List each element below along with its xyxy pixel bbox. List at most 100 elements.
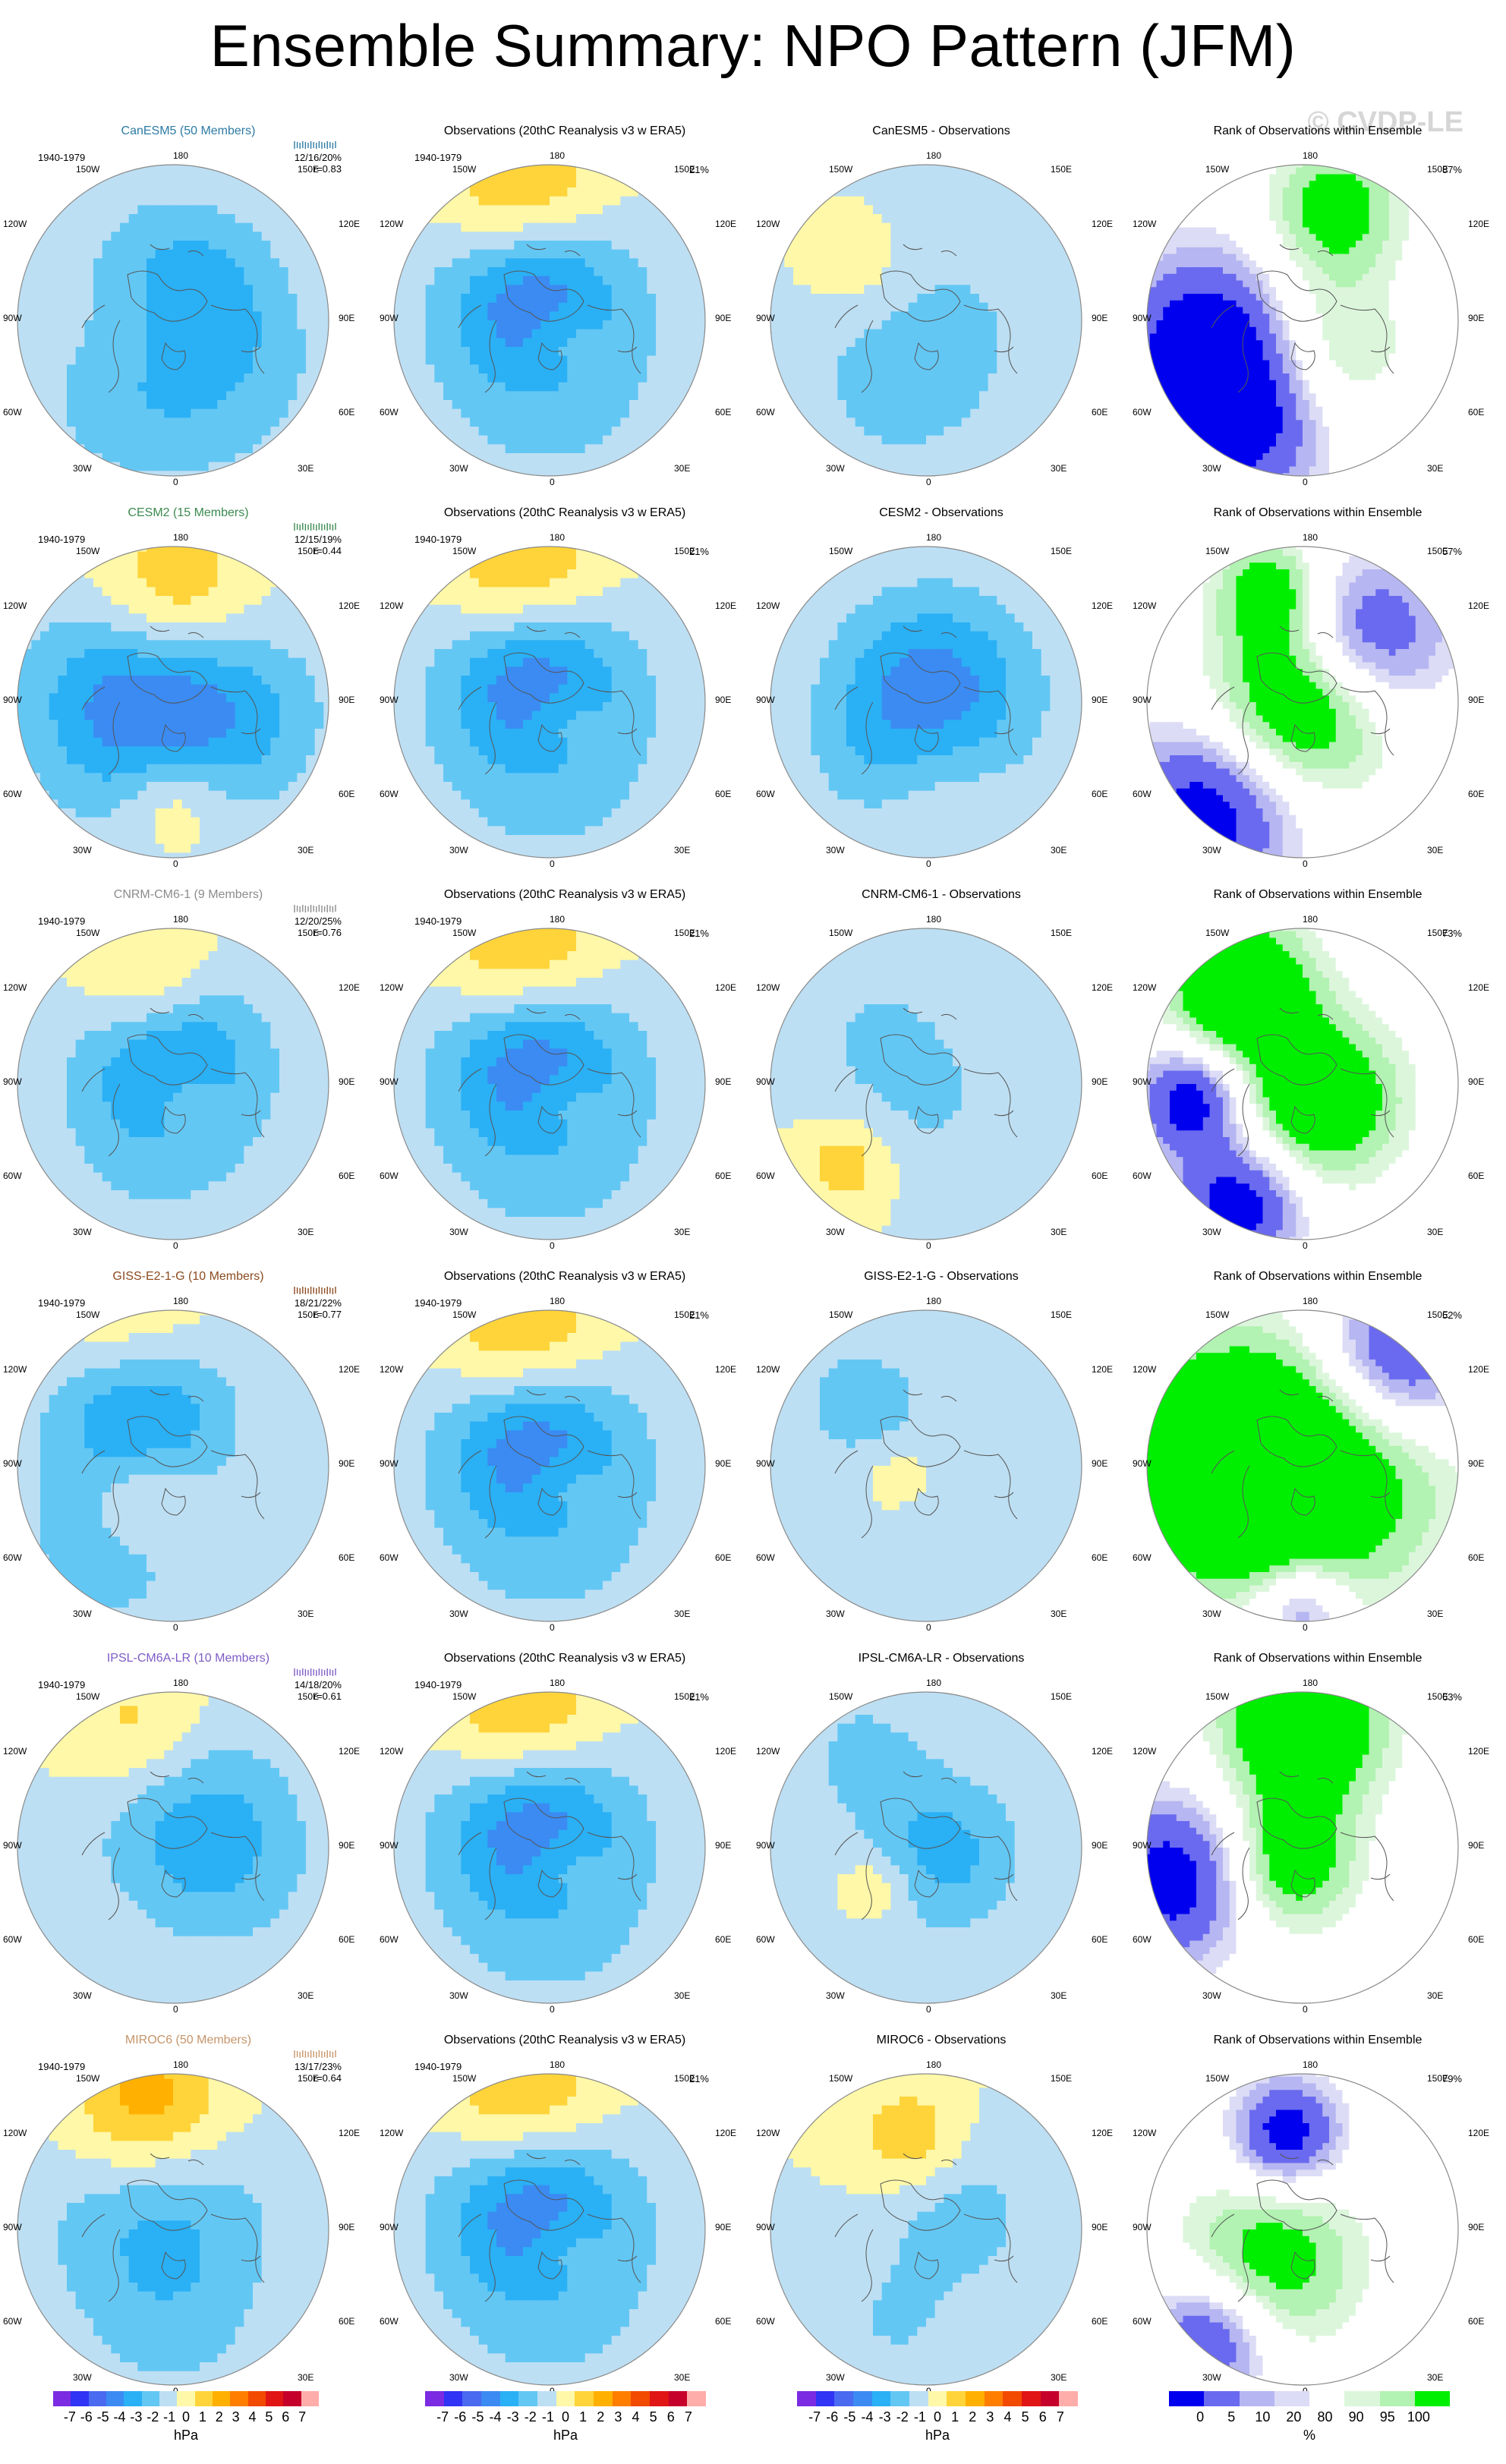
field-cell: [1189, 340, 1197, 348]
field-cell: [1149, 260, 1158, 268]
field-cell: [1388, 427, 1397, 434]
field-cell: [461, 249, 471, 259]
field-cell: [253, 196, 263, 206]
field-cell: [147, 178, 156, 188]
field-cell: [1382, 427, 1390, 434]
field-cell: [567, 453, 577, 463]
field-cell: [217, 165, 227, 171]
field-cell: [288, 355, 298, 365]
field-cell: [1276, 380, 1284, 388]
field-cell: [1296, 167, 1303, 175]
field-cell: [1309, 181, 1317, 188]
field-cell: [514, 249, 524, 259]
field-cell: [164, 382, 174, 392]
field-cell: [908, 320, 918, 330]
field-cell: [1395, 247, 1403, 255]
field-cell: [208, 444, 218, 454]
field-cell: [1176, 280, 1184, 288]
field-cell: [584, 320, 594, 330]
field-cell: [846, 249, 856, 259]
field-cell: [1176, 420, 1184, 427]
field-cell: [837, 400, 847, 410]
field-cell: [576, 214, 586, 224]
field-cell: [802, 373, 811, 383]
field-cell: [470, 249, 480, 259]
field-cell: [603, 391, 613, 401]
field-cell: [629, 338, 639, 348]
field-cell: [926, 276, 936, 285]
field-cell: [890, 187, 900, 197]
field-cell: [1170, 267, 1177, 275]
field-cell: [594, 391, 603, 401]
field-cell: [961, 205, 971, 215]
field-cell: [620, 258, 630, 268]
field-cell: [1269, 187, 1277, 195]
field-cell: [1236, 194, 1243, 202]
field-cell: [1249, 300, 1257, 308]
field-cell: [487, 276, 497, 285]
field-cell: [1282, 194, 1290, 202]
field-cell: [531, 267, 541, 277]
field-cell: [1243, 427, 1250, 434]
field-cell: [873, 453, 883, 463]
field-cell: [691, 249, 701, 259]
field-cell: [1189, 386, 1197, 394]
field-cell: [1402, 234, 1410, 241]
field-cell: [425, 373, 435, 383]
field-cell: [1309, 333, 1317, 341]
field-cell: [443, 329, 453, 339]
field-cell: [408, 302, 417, 312]
field-cell: [1329, 220, 1337, 228]
field-cell: [970, 382, 980, 392]
field-cell: [567, 165, 577, 171]
field-cell: [584, 391, 594, 401]
field-cell: [620, 355, 630, 365]
field-cell: [802, 364, 811, 374]
field-cell: [1356, 254, 1363, 261]
field-cell: [873, 355, 883, 365]
field-cell: [1382, 260, 1390, 268]
field-cell: [1170, 326, 1177, 335]
field-cell: [926, 222, 936, 232]
field-cell: [1076, 302, 1082, 312]
field-cell: [584, 364, 594, 374]
field-cell: [505, 444, 515, 454]
field-cell: [1006, 338, 1016, 348]
field-cell: [306, 276, 316, 285]
field-cell: [1202, 254, 1211, 261]
field-cell: [1050, 355, 1060, 365]
lon-label-top: 180: [173, 150, 188, 161]
field-cell: [567, 364, 577, 374]
field-cell: [514, 453, 524, 463]
field-cell: [1041, 320, 1051, 330]
field-cell: [128, 329, 138, 339]
field-cell: [1309, 280, 1317, 288]
field-cell: [1289, 220, 1296, 228]
field-cell: [261, 285, 271, 295]
field-cell: [1289, 227, 1296, 235]
field-cell: [217, 355, 227, 365]
field-cell: [926, 285, 936, 295]
field-cell: [1342, 326, 1350, 335]
field-cell: [261, 338, 271, 348]
field-cell: [1256, 273, 1264, 282]
field-cell: [1369, 300, 1376, 308]
field-cell: [864, 222, 874, 232]
field-cell: [1176, 360, 1184, 367]
field-cell: [1309, 446, 1317, 454]
field-cell: [147, 285, 156, 295]
field-cell: [1014, 373, 1024, 383]
field-cell: [523, 382, 533, 392]
field-cell: [1183, 427, 1190, 434]
field-cell: [443, 382, 453, 392]
field-cell: [620, 364, 630, 374]
field-cell: [944, 453, 953, 463]
field-cell: [164, 408, 174, 418]
field-cell: [1176, 273, 1184, 282]
field-cell: [1375, 353, 1383, 361]
field-cell: [1023, 364, 1033, 374]
field-cell: [417, 329, 427, 339]
field-cell: [452, 241, 462, 250]
field-cell: [1335, 300, 1344, 308]
field-cell: [1249, 307, 1257, 314]
